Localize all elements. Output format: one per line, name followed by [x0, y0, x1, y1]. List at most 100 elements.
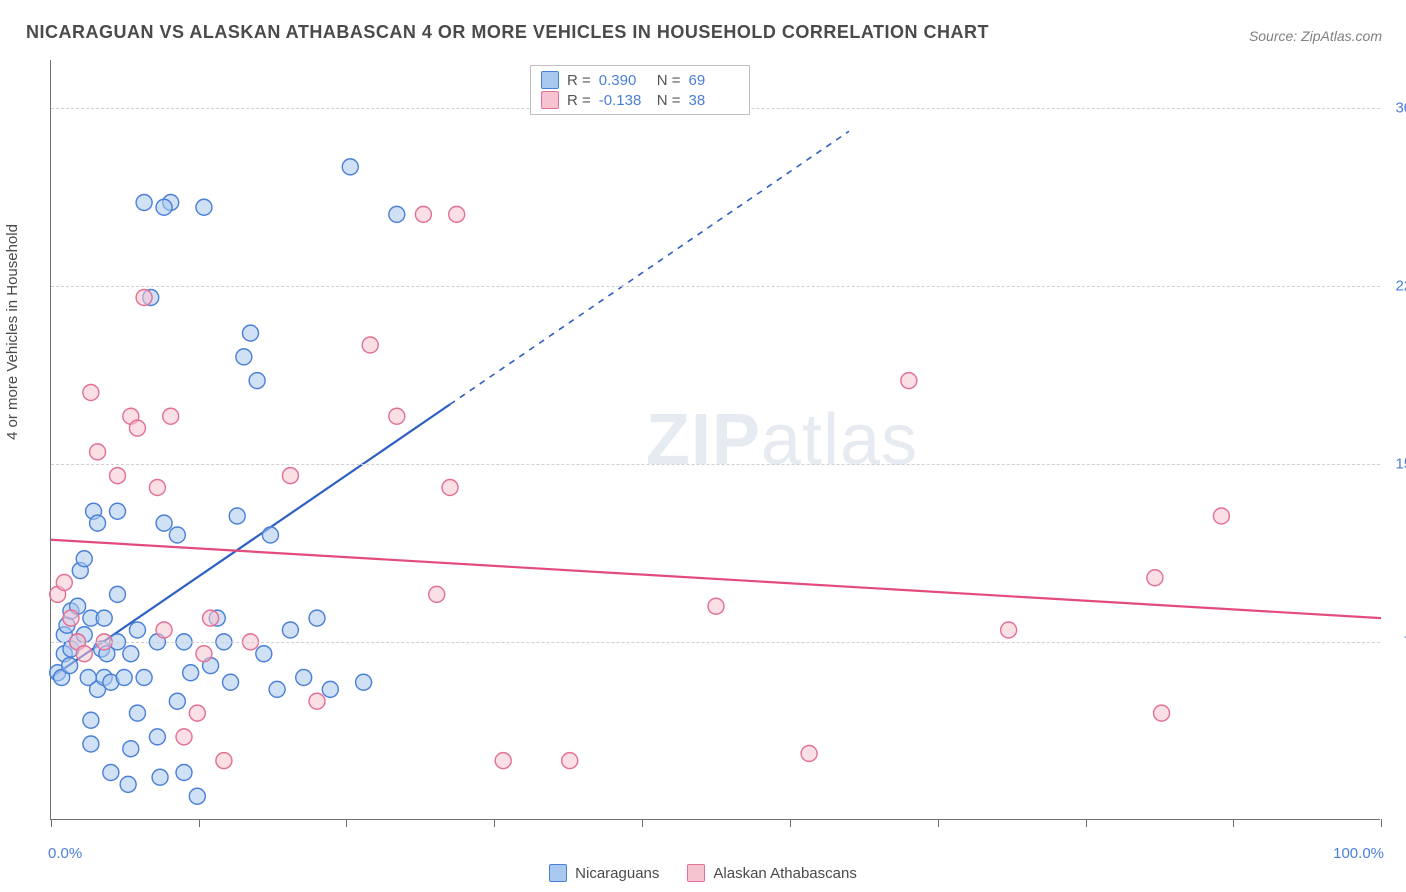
scatter-point-athabascan: [1001, 622, 1017, 638]
scatter-point-nicaraguan: [229, 508, 245, 524]
scatter-point-nicaraguan: [282, 622, 298, 638]
scatter-point-nicaraguan: [116, 670, 132, 686]
scatter-point-nicaraguan: [196, 199, 212, 215]
scatter-point-athabascan: [129, 420, 145, 436]
scatter-point-athabascan: [901, 373, 917, 389]
x-tick: [790, 819, 791, 827]
chart-svg: [51, 60, 1380, 819]
scatter-point-nicaraguan: [156, 515, 172, 531]
trendline-nicaraguans-dashed: [450, 131, 849, 404]
stats-row: R = -0.138 N = 38: [541, 90, 739, 110]
n-label: N =: [657, 72, 681, 89]
scatter-point-athabascan: [389, 408, 405, 424]
x-axis-max-label: 100.0%: [1333, 845, 1384, 862]
scatter-point-nicaraguan: [243, 325, 259, 341]
scatter-point-athabascan: [415, 206, 431, 222]
source-attribution: Source: ZipAtlas.com: [1249, 28, 1382, 44]
n-value: 38: [689, 92, 739, 109]
scatter-point-athabascan: [63, 610, 79, 626]
x-tick: [494, 819, 495, 827]
scatter-point-nicaraguan: [256, 646, 272, 662]
scatter-point-nicaraguan: [76, 551, 92, 567]
y-axis-label: 4 or more Vehicles in Household: [4, 224, 21, 440]
legend-label: Alaskan Athabascans: [713, 865, 856, 882]
stats-row: R =0.390N =69: [541, 70, 739, 90]
scatter-point-athabascan: [495, 753, 511, 769]
scatter-point-nicaraguan: [83, 712, 99, 728]
scatter-point-nicaraguan: [249, 373, 265, 389]
scatter-point-nicaraguan: [156, 199, 172, 215]
scatter-point-athabascan: [163, 408, 179, 424]
series-swatch: [541, 91, 559, 109]
x-tick: [51, 819, 52, 827]
scatter-point-nicaraguan: [189, 788, 205, 804]
scatter-point-nicaraguan: [110, 503, 126, 519]
scatter-point-athabascan: [189, 705, 205, 721]
scatter-point-athabascan: [1147, 570, 1163, 586]
scatter-point-athabascan: [149, 480, 165, 496]
x-tick: [1086, 819, 1087, 827]
scatter-point-nicaraguan: [96, 610, 112, 626]
scatter-point-nicaraguan: [269, 681, 285, 697]
scatter-point-nicaraguan: [129, 705, 145, 721]
scatter-point-athabascan: [708, 598, 724, 614]
scatter-point-nicaraguan: [296, 670, 312, 686]
scatter-point-nicaraguan: [136, 670, 152, 686]
scatter-point-nicaraguan: [62, 658, 78, 674]
r-value: -0.138: [599, 92, 649, 109]
scatter-point-athabascan: [1213, 508, 1229, 524]
scatter-point-athabascan: [110, 468, 126, 484]
scatter-point-nicaraguan: [389, 206, 405, 222]
scatter-point-athabascan: [282, 468, 298, 484]
gridline: [51, 642, 1380, 643]
scatter-point-athabascan: [90, 444, 106, 460]
legend-item: Alaskan Athabascans: [687, 864, 856, 882]
scatter-point-nicaraguan: [83, 736, 99, 752]
y-tick-label: 15.0%: [1386, 455, 1406, 472]
scatter-point-nicaraguan: [123, 741, 139, 757]
scatter-point-nicaraguan: [183, 665, 199, 681]
scatter-point-nicaraguan: [169, 527, 185, 543]
scatter-point-athabascan: [176, 729, 192, 745]
stats-legend-box: R =0.390N =69R =-0.138N =38: [530, 65, 750, 115]
n-label: N =: [657, 92, 681, 109]
gridline: [51, 286, 1380, 287]
scatter-point-nicaraguan: [176, 765, 192, 781]
scatter-point-athabascan: [136, 290, 152, 306]
scatter-point-athabascan: [203, 610, 219, 626]
scatter-point-athabascan: [196, 646, 212, 662]
r-label: R =: [567, 92, 591, 109]
x-tick: [1381, 819, 1382, 827]
x-tick: [1233, 819, 1234, 827]
scatter-point-nicaraguan: [129, 622, 145, 638]
scatter-point-nicaraguan: [223, 674, 239, 690]
chart-title: NICARAGUAN VS ALASKAN ATHABASCAN 4 OR MO…: [26, 22, 989, 43]
scatter-point-nicaraguan: [322, 681, 338, 697]
scatter-point-nicaraguan: [342, 159, 358, 175]
scatter-point-athabascan: [362, 337, 378, 353]
scatter-point-nicaraguan: [110, 586, 126, 602]
scatter-point-athabascan: [1154, 705, 1170, 721]
series-swatch: [541, 71, 559, 89]
series-legend: NicaraguansAlaskan Athabascans: [0, 864, 1406, 886]
scatter-point-athabascan: [216, 753, 232, 769]
series-swatch: [687, 864, 705, 882]
scatter-point-athabascan: [562, 753, 578, 769]
scatter-point-nicaraguan: [120, 776, 136, 792]
scatter-point-athabascan: [801, 746, 817, 762]
scatter-point-nicaraguan: [309, 610, 325, 626]
scatter-point-nicaraguan: [169, 693, 185, 709]
n-value: 69: [689, 72, 739, 89]
x-axis-min-label: 0.0%: [48, 845, 82, 862]
scatter-point-nicaraguan: [149, 729, 165, 745]
scatter-point-athabascan: [442, 480, 458, 496]
scatter-point-nicaraguan: [136, 195, 152, 211]
scatter-point-athabascan: [156, 622, 172, 638]
y-tick-label: 7.5%: [1386, 633, 1406, 650]
scatter-point-nicaraguan: [123, 646, 139, 662]
scatter-point-nicaraguan: [356, 674, 372, 690]
scatter-point-athabascan: [56, 575, 72, 591]
scatter-point-nicaraguan: [262, 527, 278, 543]
gridline: [51, 464, 1380, 465]
scatter-point-nicaraguan: [236, 349, 252, 365]
